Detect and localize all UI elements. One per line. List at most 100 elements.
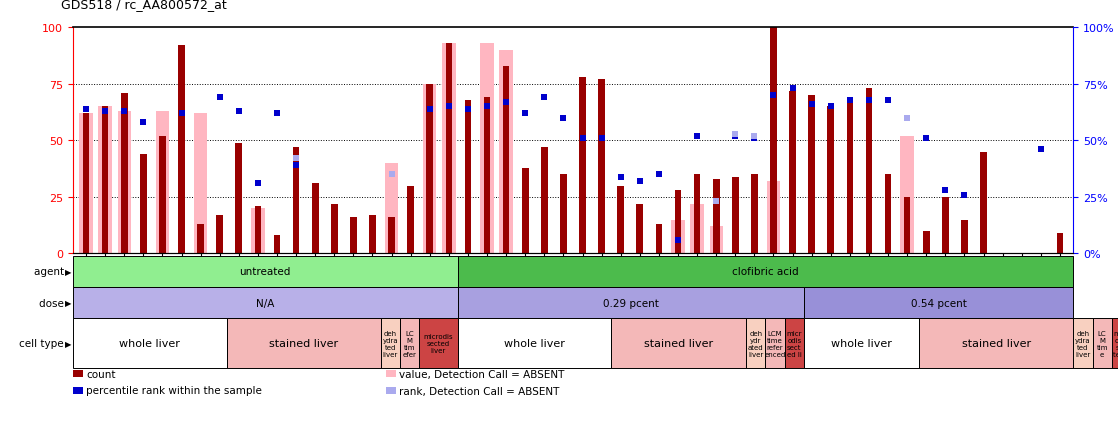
Text: cell type: cell type [19, 339, 67, 349]
Bar [865, 89, 872, 254]
Text: deh
ydra
ted
liver: deh ydra ted liver [382, 330, 398, 357]
Bar [710, 227, 723, 254]
Bar [884, 175, 891, 254]
Bar [560, 175, 567, 254]
Text: stained liver: stained liver [961, 339, 1031, 349]
Text: micr
odis
sect
ed li: micr odis sect ed li [787, 330, 802, 357]
Text: deh
ydr
ated
liver: deh ydr ated liver [748, 330, 764, 357]
Bar [227, 319, 380, 368]
Text: rank, Detection Call = ABSENT: rank, Detection Call = ABSENT [399, 386, 559, 395]
Text: LC
M
tim
e: LC M tim e [1097, 330, 1108, 357]
Bar [155, 112, 169, 254]
Bar [159, 137, 165, 254]
Bar [236, 143, 243, 254]
Text: agent: agent [34, 267, 67, 276]
Bar [785, 319, 804, 368]
Bar [598, 80, 605, 254]
Bar [500, 51, 513, 254]
Bar [178, 46, 184, 254]
Text: 0.54 pcent: 0.54 pcent [911, 298, 967, 308]
Text: ▶: ▶ [65, 267, 72, 276]
Bar [369, 216, 376, 254]
Bar [980, 152, 987, 254]
Bar [331, 204, 338, 254]
Bar [457, 287, 804, 319]
Bar [713, 179, 720, 254]
Text: stained liver: stained liver [269, 339, 338, 349]
Bar [1073, 319, 1092, 368]
Text: value, Detection Call = ABSENT: value, Detection Call = ABSENT [399, 369, 565, 379]
Bar [808, 96, 815, 254]
Bar [922, 231, 929, 254]
Bar [426, 85, 433, 254]
Bar [465, 100, 472, 254]
Bar [255, 207, 262, 254]
Bar [457, 256, 1073, 287]
Text: percentile rank within the sample: percentile rank within the sample [86, 386, 262, 395]
Text: micr
odis
sec
ted li: micr odis sec ted li [1112, 330, 1118, 357]
Text: GDS518 / rc_AA800572_at: GDS518 / rc_AA800572_at [61, 0, 227, 11]
Bar [443, 44, 455, 254]
Text: 0.29 pcent: 0.29 pcent [603, 298, 659, 308]
Text: whole liver: whole liver [120, 339, 180, 349]
Text: count: count [86, 369, 115, 379]
Text: clofibric acid: clofibric acid [732, 267, 798, 276]
Bar [117, 112, 131, 254]
Bar [385, 164, 398, 254]
Bar [522, 168, 529, 254]
Bar [655, 224, 662, 254]
Bar [961, 220, 968, 254]
Bar [804, 319, 919, 368]
Text: dose: dose [39, 298, 67, 308]
Bar [445, 44, 452, 254]
Text: N/A: N/A [256, 298, 274, 308]
Text: LCM
time
refer
enced: LCM time refer enced [765, 330, 786, 357]
Bar [1092, 319, 1111, 368]
Bar [919, 319, 1073, 368]
Bar [419, 319, 457, 368]
Bar [694, 175, 701, 254]
Bar [217, 216, 224, 254]
Bar [457, 319, 612, 368]
Bar [274, 236, 281, 254]
Bar [942, 197, 949, 254]
Bar [121, 94, 127, 254]
Bar [732, 177, 739, 254]
Text: LC
M
tim
efer: LC M tim efer [402, 330, 416, 357]
Bar [751, 175, 758, 254]
Text: microdis
sected
liver: microdis sected liver [424, 334, 453, 353]
Bar [98, 107, 112, 254]
Bar [388, 218, 395, 254]
Bar [79, 114, 93, 254]
Bar [636, 204, 643, 254]
Bar [73, 256, 457, 287]
Bar [83, 114, 89, 254]
Bar [846, 103, 853, 254]
Bar [1111, 319, 1118, 368]
Bar [903, 197, 910, 254]
Bar [484, 98, 491, 254]
Bar [140, 155, 146, 254]
Bar [900, 137, 913, 254]
Text: whole liver: whole liver [504, 339, 565, 349]
Bar [350, 218, 357, 254]
Bar [312, 184, 319, 254]
Bar [503, 66, 510, 254]
Bar [407, 186, 414, 254]
Bar [770, 28, 777, 254]
Bar [102, 107, 108, 254]
Bar [73, 287, 457, 319]
Bar [1057, 233, 1063, 254]
Bar [789, 92, 796, 254]
Bar [579, 78, 586, 254]
Bar [612, 319, 746, 368]
Bar [380, 319, 400, 368]
Bar [481, 44, 494, 254]
Bar [691, 204, 703, 254]
Text: whole liver: whole liver [831, 339, 892, 349]
Text: ▶: ▶ [65, 299, 72, 307]
Bar [423, 85, 436, 254]
Bar [197, 224, 203, 254]
Bar [541, 148, 548, 254]
Bar [617, 186, 624, 254]
